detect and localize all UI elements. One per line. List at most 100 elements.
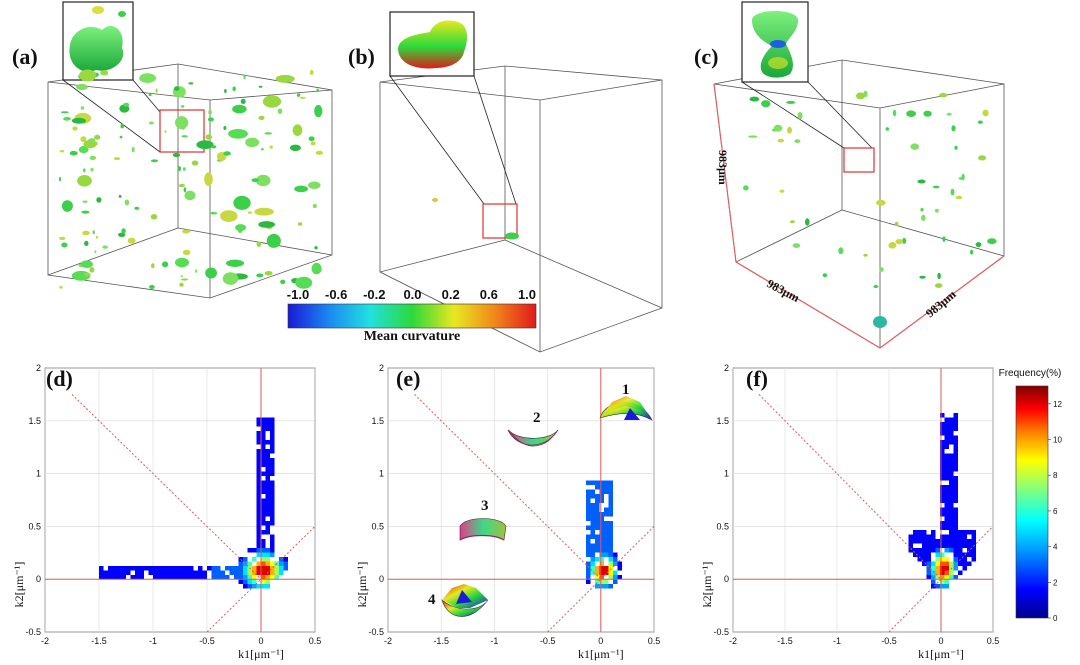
- panel-d-heat-cell: [261, 503, 266, 508]
- panel-d-heat-cell: [243, 561, 248, 566]
- panel-f-heat-cell: [917, 530, 922, 535]
- panel-d-heat-cell: [256, 489, 261, 494]
- panel-f-heat-cell: [949, 570, 954, 575]
- panel-d-heat-cell: [99, 575, 104, 580]
- panel-f-heat-cell: [944, 444, 949, 449]
- panel-e-heat-cell: [604, 480, 609, 485]
- frequency-colorbar-tick: 6: [1053, 507, 1058, 516]
- panel-f-heat-cell: [958, 570, 963, 575]
- panel-e-heat-cell: [608, 521, 613, 526]
- panel-d-heatmap: [99, 417, 288, 589]
- particle: [969, 249, 974, 255]
- panel-e-heat-cell: [586, 498, 591, 503]
- particle: [950, 188, 955, 196]
- panel-e-heat-cell: [608, 494, 613, 499]
- panel-f-heat-cell: [940, 525, 945, 530]
- panel-d-heat-cell: [198, 570, 203, 575]
- particle: [910, 143, 919, 150]
- panel-e-heat-cell: [604, 552, 609, 557]
- particle: [955, 195, 963, 200]
- panel-d-xtick: 0: [258, 636, 263, 646]
- panel-f-heat-cell: [962, 534, 967, 539]
- particle: [188, 82, 194, 85]
- panel-e-heat-cell: [590, 512, 595, 517]
- particle: [172, 152, 181, 158]
- panel-f-heat-cell: [940, 431, 945, 436]
- panel-f-heat-cell: [953, 521, 958, 526]
- panel-d-ref-antidiagonal: [71, 394, 262, 580]
- panel-f-heat-cell: [953, 566, 958, 571]
- particle: [954, 145, 958, 150]
- panel-e-heat-cell: [586, 539, 591, 544]
- panel-f-ytick: 2: [724, 363, 729, 373]
- panel-f-xtick: -1.5: [777, 636, 793, 646]
- panel-d-heat-cell: [265, 480, 270, 485]
- panel-e-ytick: -0.5: [368, 627, 384, 637]
- panel-f-heat-cell: [931, 584, 936, 589]
- panel-f-heat-cell: [953, 426, 958, 431]
- panel-c-particles: [743, 90, 997, 328]
- particle: [895, 239, 903, 245]
- panel-d-heat-cell: [157, 566, 162, 571]
- panel-e-heat-cell: [590, 570, 595, 575]
- panel-f-ytick: 1.5: [716, 416, 729, 426]
- panel-d-heat-cell: [247, 570, 252, 575]
- panel-f-heat-cell: [944, 471, 949, 476]
- panel-d-heat-cell: [270, 417, 275, 422]
- panel-f-heat-cell: [958, 534, 963, 539]
- particle: [228, 129, 248, 139]
- panel-f-heat-cell: [944, 494, 949, 499]
- particle: [232, 104, 247, 114]
- panel-e-heat-cell: [595, 584, 600, 589]
- panel-d-ytick: 1: [36, 469, 41, 479]
- panel-e-heat-cell: [613, 570, 618, 575]
- particle: [315, 150, 324, 155]
- particle: [179, 282, 184, 287]
- panel-e-heat-cell: [590, 507, 595, 512]
- panel-d-heat-cell: [261, 462, 266, 467]
- particle: [205, 134, 213, 140]
- panel-e-heat-cell: [595, 534, 600, 539]
- panel-f-heat-cell: [940, 534, 945, 539]
- particle: [977, 120, 983, 124]
- panel-e-heat-cell: [590, 489, 595, 494]
- particle: [82, 230, 90, 236]
- panel-f-xtick: 0.5: [987, 636, 1000, 646]
- panel-d-ytick: 0.5: [28, 521, 41, 531]
- panel-e-heat-cell: [613, 557, 618, 562]
- particle: [309, 69, 314, 76]
- particle: [892, 109, 897, 117]
- panel-d-heat-cell: [261, 435, 266, 440]
- panel-d-heat-cell: [229, 570, 234, 575]
- panel-e-heat-cell: [599, 557, 604, 562]
- particle: [251, 178, 259, 183]
- particle: [181, 135, 188, 138]
- particle: [184, 190, 196, 201]
- panel-e-ref-diagonal: [547, 526, 655, 633]
- panel-d-heat-cell: [265, 476, 270, 481]
- panel-e-heat-cell: [586, 525, 591, 530]
- particle: [863, 90, 868, 98]
- panel-f-heat-cell: [967, 561, 972, 566]
- panel-f-heat-cell: [944, 498, 949, 503]
- panel-d-heat-cell: [270, 485, 275, 490]
- panel-f-heat-cell: [971, 552, 976, 557]
- particle: [232, 86, 236, 92]
- panel-e-heat-cell: [586, 512, 591, 517]
- panel-d-heat-cell: [261, 471, 266, 476]
- particle: [786, 100, 796, 104]
- panel-d-heat-cell: [202, 570, 207, 575]
- panel-d-heat-cell: [103, 575, 108, 580]
- panel-d-heat-cell: [189, 570, 194, 575]
- panel-e-heat-cell: [595, 557, 600, 562]
- panel-d-heat-cell: [193, 570, 198, 575]
- particle: [71, 117, 86, 124]
- panel-f-heat-cell: [944, 575, 949, 580]
- panel-d-heat-cell: [270, 566, 275, 571]
- panel-f-heat-cell: [926, 575, 931, 580]
- panel-d-heat-cell: [270, 575, 275, 580]
- panel-f-heat-cell: [944, 548, 949, 553]
- panel-d-heat-cell: [265, 584, 270, 589]
- panel-d-heat-cell: [157, 570, 162, 575]
- panel-e-heat-cell: [599, 543, 604, 548]
